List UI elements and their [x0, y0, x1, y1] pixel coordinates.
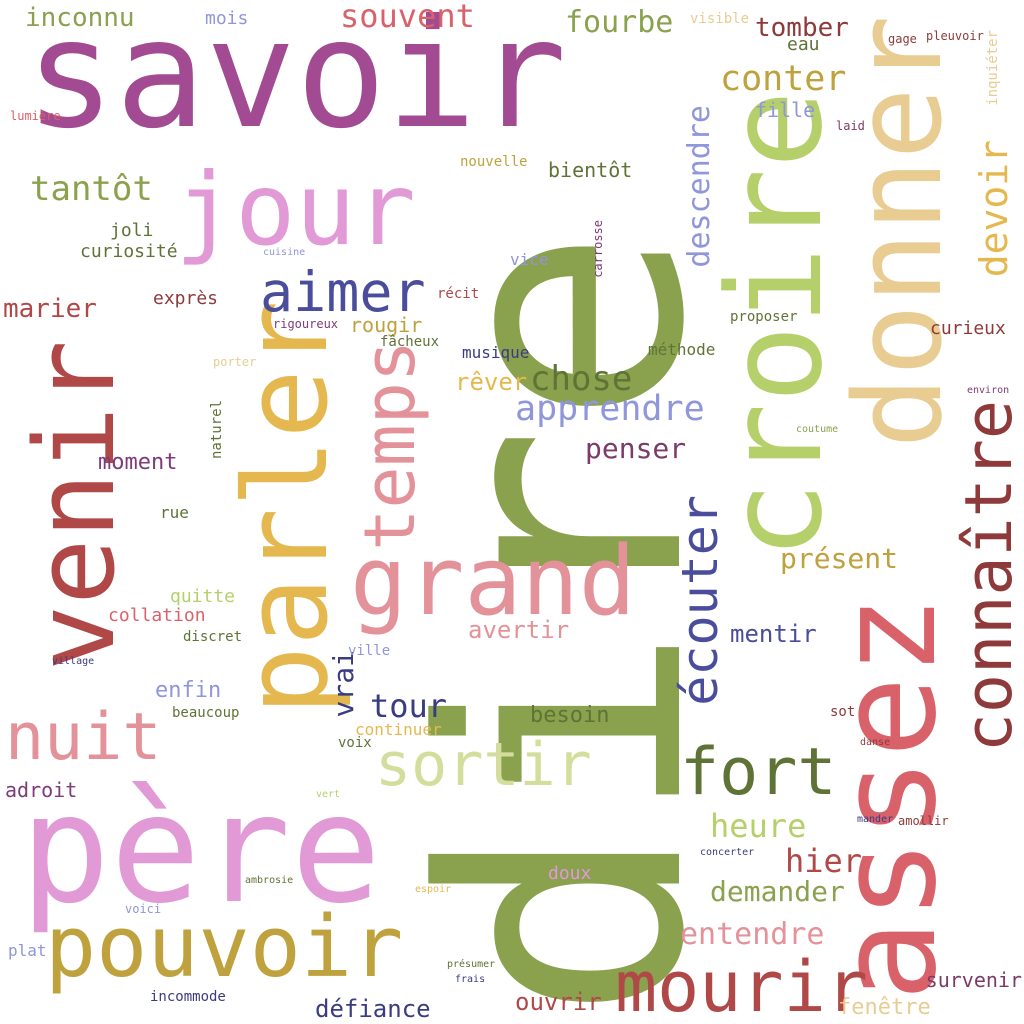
word-pleuvoir: pleuvoir — [926, 29, 984, 43]
word-porter: porter — [213, 355, 257, 369]
word-present: présent — [780, 542, 899, 575]
word-fourbe: fourbe — [565, 5, 674, 40]
word-visible: visible — [690, 11, 750, 27]
word-musique: musique — [462, 343, 530, 362]
word-danse: danse — [860, 737, 891, 748]
word-fille: fille — [755, 98, 816, 122]
word-apprendre: apprendre — [515, 389, 705, 429]
word-inconnu: inconnu — [25, 3, 135, 33]
word-descendre: descendre — [682, 105, 717, 268]
word-mourir: mourir — [615, 946, 868, 1024]
word-curieux: curieux — [930, 318, 1006, 339]
word-demander: demander — [710, 875, 845, 908]
word-mois: mois — [205, 8, 249, 29]
word-sortir: sortir — [375, 730, 592, 800]
word-joli: joli — [110, 220, 154, 241]
word-connaitre: connaître — [952, 400, 1024, 753]
word-discret: discret — [183, 629, 243, 645]
word-aimer: aimer — [260, 260, 426, 324]
word-rougir: rougir — [350, 313, 423, 337]
word-fenetre: fenêtre — [838, 995, 931, 1020]
word-naturel: naturel — [209, 400, 225, 460]
word-village: village — [52, 656, 95, 667]
word-chose: chose — [530, 359, 633, 399]
word-voix: voix — [338, 735, 372, 751]
word-tour: tour — [370, 687, 448, 725]
word-coutume: coutume — [796, 424, 839, 435]
word-marier: marier — [3, 294, 97, 324]
word-tantot: tantôt — [30, 169, 153, 209]
word-rever: rêver — [455, 368, 528, 396]
word-presumer: présumer — [447, 959, 496, 970]
word-sot: sot — [830, 704, 856, 720]
word-besoin: besoin — [530, 703, 610, 728]
word-bientot: bientôt — [548, 158, 633, 182]
word-gage: gage — [888, 32, 917, 46]
word-plat: plat — [8, 941, 47, 960]
word-survenir: survenir — [925, 968, 1022, 992]
word-donner: donner — [830, 15, 969, 449]
word-ouvrir: ouvrir — [515, 988, 602, 1016]
word-vice: vice — [510, 250, 549, 269]
word-mentir: mentir — [730, 620, 817, 648]
word-entendre: entendre — [680, 917, 825, 952]
word-jour: jour — [175, 151, 416, 268]
word-curiosite: curiosité — [80, 241, 178, 262]
word-ville: ville — [348, 643, 391, 659]
word-avertir: avertir — [468, 616, 570, 644]
word-devoir: devoir — [972, 140, 1016, 278]
word-vrai: vrai — [327, 650, 360, 718]
word-beaucoup: beaucoup — [172, 705, 240, 721]
word-temps: temps — [349, 340, 431, 551]
word-carrosse: carrosse — [591, 220, 605, 278]
word-environ: environ — [967, 385, 1010, 396]
word-defiance: défiance — [315, 995, 431, 1023]
word-rue: rue — [160, 503, 189, 522]
word-nuit: nuit — [5, 700, 162, 775]
word-mander: mander — [857, 814, 894, 825]
word-collation: collation — [108, 605, 206, 626]
word-proposer: proposer — [730, 309, 798, 325]
word-concerter: concerter — [700, 847, 755, 858]
word-quitte: quitte — [170, 586, 236, 607]
word-eau: eau — [787, 34, 820, 55]
word-fort: fort — [680, 735, 837, 810]
word-savoir: savoir — [25, 0, 567, 162]
word-pere: père — [20, 763, 382, 937]
word-lumiere: lumière — [10, 109, 61, 123]
word-ecouter: écouter — [671, 495, 729, 706]
word-frais: frais — [455, 974, 486, 985]
word-incommode: incommode — [150, 989, 226, 1005]
word-recit: récit — [437, 286, 480, 302]
word-conter: conter — [720, 59, 847, 99]
word-adroit: adroit — [5, 778, 78, 802]
word-heure: heure — [710, 807, 807, 845]
word-laid: laid — [836, 119, 865, 133]
word-voici: voici — [125, 902, 162, 916]
word-penser: penser — [585, 432, 687, 465]
word-grand: grand — [350, 527, 636, 637]
word-rigoureux: rigoureux — [273, 317, 339, 331]
word-hier: hier — [785, 842, 863, 880]
word-enfin: enfin — [155, 678, 222, 703]
word-expres: exprès — [153, 288, 219, 309]
word-facheux: fâcheux — [380, 334, 440, 350]
word-continuer: continuer — [355, 720, 442, 739]
word-tomber: tomber — [755, 13, 849, 43]
word-doux: doux — [548, 863, 592, 884]
word-espoir: espoir — [415, 884, 452, 895]
word-nouvelle: nouvelle — [460, 154, 528, 170]
word-vert: vert — [316, 789, 341, 800]
word-souvent: souvent — [340, 0, 475, 35]
word-cuisine: cuisine — [263, 247, 306, 258]
word-ambrosie: ambrosie — [245, 875, 294, 886]
word-inquieter: inquiéter — [985, 30, 1001, 106]
word-pouvoir: pouvoir — [45, 898, 404, 997]
word-amollir: amollir — [898, 814, 949, 828]
word-methode: méthode — [648, 340, 716, 359]
word-assez: assez — [809, 595, 966, 1002]
word-moment: moment — [98, 450, 178, 475]
